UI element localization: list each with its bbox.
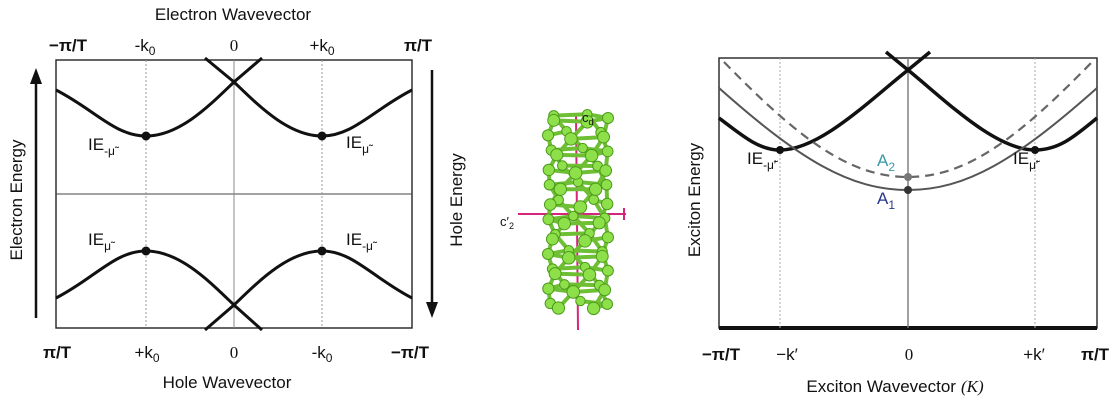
nanotube-molecule: cd c′2	[500, 108, 626, 331]
top-axis-title: Electron Wavevector	[155, 5, 312, 24]
tick-plus-kprime: +k′	[1023, 345, 1045, 364]
band-minimum-right	[1031, 146, 1039, 154]
molecule-atom	[542, 163, 556, 177]
molecule-bond	[566, 248, 605, 254]
bottom-tick-zero: 0	[230, 343, 239, 362]
tick-pi: π/T	[1081, 345, 1110, 364]
molecule-atom	[582, 267, 597, 282]
molecule-atom	[573, 200, 588, 214]
molecule-atom	[566, 285, 581, 299]
lower-label-right: IE-μ̃	[346, 230, 378, 253]
bottom-axis-title: Hole Wavevector	[163, 373, 292, 392]
upper-band-left	[55, 56, 263, 138]
bottom-tick-minus-pi: −π/T	[391, 343, 430, 362]
molecule-atom	[543, 198, 557, 211]
molecule-atom	[601, 231, 614, 244]
molecule-atom	[550, 148, 564, 162]
molecule-atom	[575, 295, 586, 307]
molecule-atom	[545, 232, 559, 246]
upper-label-right: IEμ̃	[346, 133, 374, 156]
upper-label-left: IE-μ̃	[88, 135, 120, 158]
molecule-atom	[600, 179, 613, 191]
y-axis-title: Exciton Energy	[685, 142, 704, 257]
molecule-atom	[601, 264, 614, 277]
top-tick-minus-pi: −π/T	[49, 36, 88, 55]
tick-minus-kprime: −k′	[776, 345, 798, 364]
lower-maximum-right	[317, 246, 327, 256]
molecule-atom	[547, 113, 561, 127]
tick-zero: 0	[905, 345, 914, 364]
molecule-atom	[561, 251, 576, 265]
bottom-tick-pi: π/T	[43, 343, 72, 362]
molecule-atom	[543, 179, 556, 191]
upper-minimum-right	[317, 131, 327, 141]
c2-axis-label: c′2	[500, 214, 514, 231]
top-tick-minus-k0: -k0	[135, 36, 156, 58]
molecule-atom	[588, 194, 600, 205]
molecule-atom	[564, 132, 578, 146]
right-panel: A2 A1 IE-μ̃′ IEμ̃′ Exciton Energy −π/T −…	[685, 50, 1110, 396]
molecule-atom	[542, 213, 555, 226]
molecule-atom	[602, 112, 614, 124]
molecule-atom	[553, 182, 567, 196]
molecule-atom	[551, 301, 566, 315]
A2-point	[904, 173, 912, 181]
molecule-atom	[580, 115, 595, 129]
electron-energy-arrowhead	[30, 68, 42, 84]
band-right	[884, 50, 1099, 152]
molecule-atom	[557, 160, 568, 171]
molecule-atom	[577, 142, 588, 154]
lower-label-left: IEμ̃	[88, 230, 116, 253]
molecule-atom	[542, 282, 555, 295]
molecule-atom	[601, 298, 614, 310]
cd-axis-label: cd	[582, 110, 594, 127]
molecule-bond	[553, 231, 592, 237]
bottom-tick-plus-k0: +k0	[134, 343, 159, 365]
molecule-atom	[600, 197, 614, 211]
left-panel: Electron Wavevector −π/T -k0 0 +k0 π/T I…	[7, 5, 466, 392]
molecule-atom	[578, 234, 592, 248]
A1-point	[904, 186, 912, 194]
molecule-atom	[584, 148, 599, 163]
band-left	[717, 50, 932, 152]
band-label-right: IEμ̃′	[1013, 149, 1041, 172]
molecule-atom	[597, 130, 610, 144]
molecule-atom	[601, 145, 614, 158]
A1-label: A1	[877, 189, 895, 212]
molecule-atom	[599, 164, 613, 177]
hole-energy-arrowhead	[426, 302, 438, 318]
molecule-atom	[586, 301, 601, 316]
lower-maximum-left	[141, 246, 151, 256]
molecule-atom	[592, 216, 606, 230]
top-tick-pi: π/T	[404, 36, 433, 55]
molecule-atom	[588, 182, 603, 196]
molecule-bond	[562, 282, 602, 288]
left-axis-title: Electron Energy	[7, 139, 26, 260]
right-axis-title: Hole Energy	[447, 153, 466, 247]
molecule-bond	[551, 112, 590, 118]
molecule-atom	[568, 210, 579, 222]
lower-band-left	[55, 249, 263, 332]
top-tick-plus-k0: +k0	[309, 36, 334, 58]
x-axis-title: Exciton Wavevector (K)	[806, 377, 984, 396]
molecule-atom	[542, 247, 554, 260]
molecule-atom	[557, 216, 572, 231]
molecule-atom	[548, 267, 562, 281]
band-label-left: IE-μ̃′	[747, 149, 779, 172]
molecule-atom	[568, 166, 583, 180]
upper-minimum-left	[141, 131, 151, 141]
top-tick-zero: 0	[230, 36, 239, 55]
A2-label: A2	[877, 151, 895, 174]
tick-minus-pi: −π/T	[702, 345, 741, 364]
molecule-atom	[559, 279, 570, 290]
lower-band-right	[204, 249, 413, 332]
molecule-atom	[595, 249, 609, 263]
bottom-tick-minus-k0: -k0	[312, 343, 333, 365]
upper-band-right	[204, 56, 413, 138]
molecule-atom	[598, 283, 612, 297]
molecule-atoms	[542, 108, 614, 316]
band-minimum-left	[776, 146, 784, 154]
molecule-atom	[542, 129, 555, 142]
